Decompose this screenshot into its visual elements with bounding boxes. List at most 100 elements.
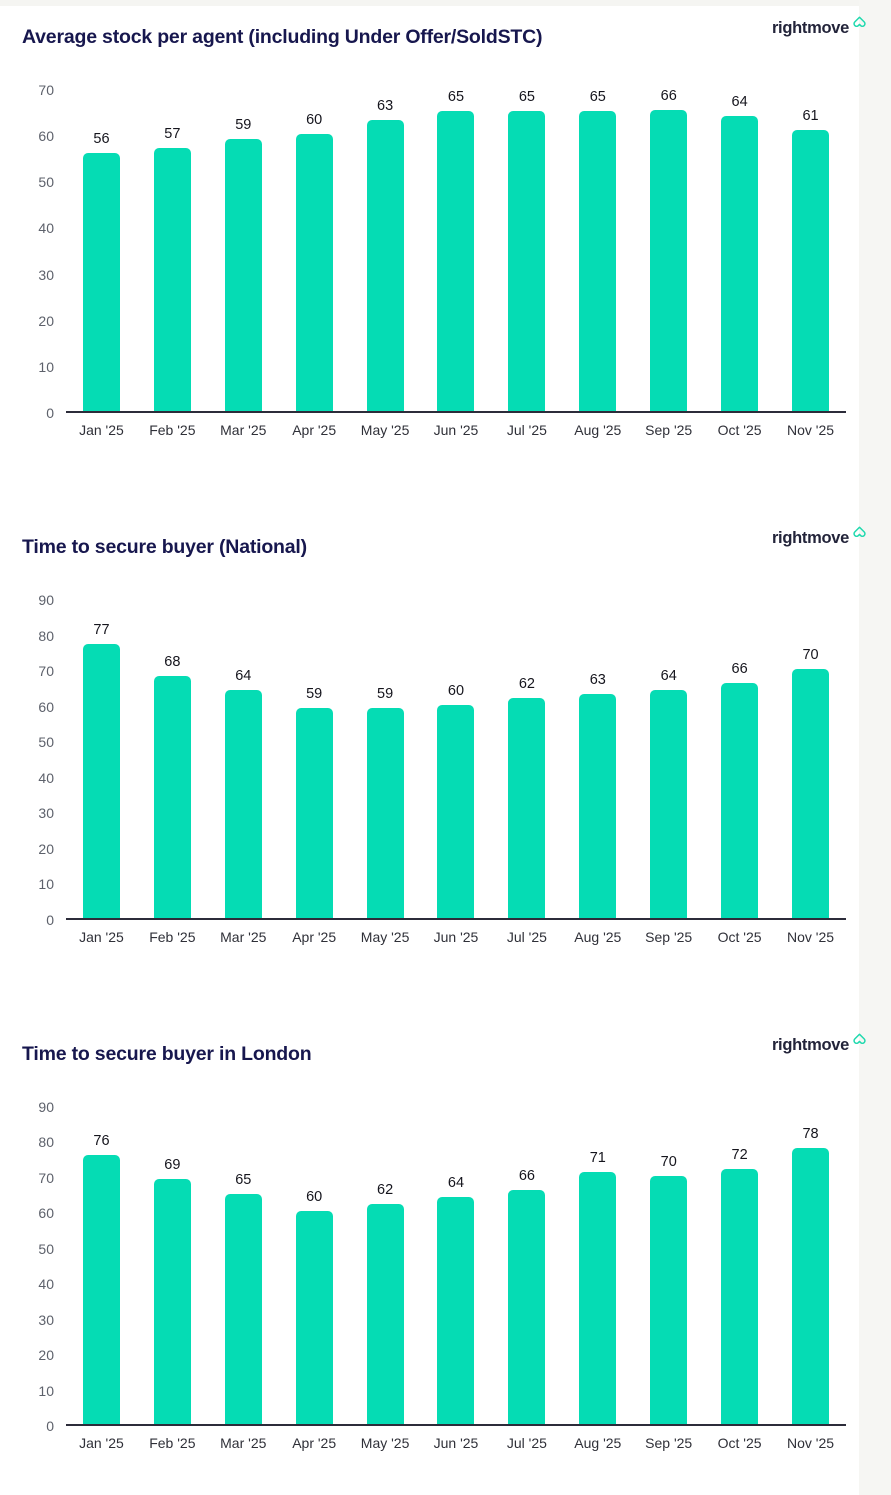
bar [366,1204,404,1424]
chart-title: Time to secure buyer in London [22,1043,312,1065]
bar-value-label: 65 [235,1171,252,1188]
bar-slot: 64 [208,598,279,918]
bar-slot: 65 [421,88,492,411]
x-axis-label: Jul '25 [506,422,547,438]
bar-slot: 60 [279,1105,350,1424]
x-axis: Jan '25 Feb '25 Mar '25 Apr '25 May '25 Jun '… [66,1435,846,1451]
bar [224,138,262,411]
bar [295,708,333,918]
bar-slot: 60 [421,598,492,918]
y-tick-label: 0 [46,405,54,421]
bar [792,669,830,918]
bar [579,1172,617,1424]
bar [650,690,688,918]
y-tick-label: 90 [38,1099,54,1115]
bar-value-label: 62 [377,1182,394,1199]
bar-slot: 71 [562,1105,633,1424]
bar-value-label: 60 [306,112,323,129]
bar-slot: 64 [704,88,775,411]
bar-slot: 77 [66,598,137,918]
bar [295,1211,333,1424]
bar [650,110,688,411]
x-axis-label: Sep '25 [645,1435,693,1451]
y-axis: 70 60 50 40 30 20 10 0 [22,83,66,420]
x-axis-label: May '25 [360,1435,410,1451]
bar [153,148,191,411]
bar [508,1190,546,1424]
plot-area: 56 57 59 60 63 65 65 65 66 64 61 [66,88,846,413]
bar-slot: 63 [562,598,633,918]
bar-value-label: 64 [235,668,252,685]
bar-value-label: 65 [447,89,465,106]
x-axis-label: Jul '25 [506,929,547,945]
chart-header: Time to secure buyer in London rightmove [0,1033,891,1077]
bar-slot: 59 [208,88,279,411]
bar-slot: 59 [279,598,350,918]
bar [437,704,475,918]
bar-value-label: 72 [731,1146,748,1163]
bar [82,644,120,918]
bar [721,1168,759,1424]
bar-value-label: 59 [235,116,252,133]
x-axis-label: Feb '25 [149,422,196,438]
x-axis-label: Jun '25 [433,422,479,438]
bar-slot: 57 [137,88,208,411]
bar-value-label: 70 [660,1153,677,1170]
bar-value-label: 68 [164,654,181,671]
bar [508,111,546,411]
y-tick-label: 60 [38,698,54,715]
x-axis-label: Nov '25 [787,929,835,945]
bar-value-label: 66 [660,88,677,104]
chart-body: 70 60 50 40 30 20 10 0 56 57 59 60 63 65 65 65 66 64 61 [0,83,891,420]
bar [437,1197,475,1424]
chart-title: Time to secure buyer (National) [22,536,307,558]
rightmove-wordmark: rightmove [771,528,849,547]
bar [437,111,475,411]
x-axis-label: Apr '25 [292,1435,337,1451]
y-tick-label: 50 [38,734,54,751]
x-axis-label: Jun '25 [433,1435,479,1451]
x-axis-label: Apr '25 [292,929,337,945]
bar-value-label: 59 [306,686,323,703]
y-tick-label: 10 [38,876,54,893]
y-tick-label: 70 [38,663,54,680]
y-tick-label: 40 [38,220,54,237]
bar-slot: 70 [775,598,846,918]
y-tick-label: 0 [46,912,54,928]
x-axis-label: Aug '25 [574,422,622,438]
chart-header: Average stock per agent (including Under… [0,16,891,60]
bar-slot: 66 [633,88,704,411]
bar-value-label: 76 [93,1132,110,1149]
house-outline-icon [849,1033,867,1055]
chart-body: 90 80 70 60 50 40 30 20 10 0 77 68 64 59 59 60 62 63 64 66… [0,593,891,927]
chart-section-avg-stock: Average stock per agent (including Under… [0,16,891,438]
bar-slot: 62 [491,598,562,918]
plot-area: 76 69 65 60 62 64 66 71 70 72 78 [66,1105,846,1426]
y-tick-label: 30 [38,266,54,283]
chart-title: Average stock per agent (including Under… [22,26,543,48]
rightmove-logo: rightmove [772,526,867,548]
bar [295,134,333,411]
bar-slot: 65 [562,88,633,411]
x-axis-label: Mar '25 [220,422,267,438]
x-axis-label: Feb '25 [149,1435,196,1451]
y-tick-label: 60 [38,128,54,145]
bar-value-label: 70 [802,647,819,664]
bar-value-label: 60 [447,682,465,699]
x-axis-label: Aug '25 [574,929,622,945]
bar [82,152,120,411]
chart-body: 90 80 70 60 50 40 30 20 10 0 76 69 65 60 62 64 66 71 70 72… [0,1100,891,1433]
house-outline-icon [849,16,867,38]
y-tick-label: 40 [38,769,54,786]
x-axis-label: May '25 [360,422,410,438]
x-axis-label: Jul '25 [506,1435,547,1451]
x-axis: Jan '25 Feb '25 Mar '25 Apr '25 May '25 Jun '… [66,929,846,945]
bar-slot: 64 [633,598,704,918]
x-axis-label: Apr '25 [292,422,337,438]
y-tick-label: 10 [38,1382,54,1399]
bar-value-label: 64 [660,668,677,685]
y-tick-label: 20 [38,1347,54,1364]
x-axis-label: Mar '25 [220,929,267,945]
bar-slot: 66 [491,1105,562,1424]
bar-value-label: 64 [447,1175,465,1192]
